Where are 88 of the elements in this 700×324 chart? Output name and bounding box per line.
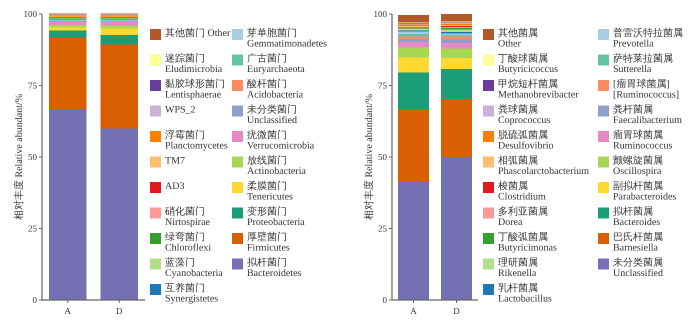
y-tick-label: 25 xyxy=(378,224,388,234)
legend-label: 粪球菌属 Coprococcus xyxy=(498,104,550,126)
legend-label: 未分类菌门 Unclassified xyxy=(247,104,297,126)
bar xyxy=(398,31,429,34)
legend-label: 其他菌门 Other xyxy=(165,27,231,39)
legend-label: 丁酸球菌属 Butyricicoccus xyxy=(498,52,558,75)
bar xyxy=(441,48,472,58)
x-tick-label: D xyxy=(116,306,123,316)
legend-label: 芽单胞菌门 Gemmatimonadetes xyxy=(247,27,328,50)
bar xyxy=(398,182,429,300)
bar xyxy=(441,42,472,48)
legend-label: 普雷沃特拉菌属 Prevotella xyxy=(613,27,683,50)
legend-label: 拟杆菌门 Bacteroidetes xyxy=(247,256,302,279)
bar xyxy=(49,28,86,31)
legend-label: 脱硫弧菌属 Desulfovibrio xyxy=(498,129,554,152)
bar xyxy=(441,36,472,40)
bar xyxy=(398,108,429,182)
legend-label: TM7 xyxy=(165,156,185,166)
legend-label: 其他菌属 Other xyxy=(498,27,538,50)
bar xyxy=(100,22,138,26)
bar xyxy=(398,39,429,42)
x-tick-label: D xyxy=(453,306,460,316)
y-axis-title: 相对丰度 Relative abundant/% xyxy=(13,94,25,220)
y-tick-label: 75 xyxy=(28,80,38,90)
legend-label: 变形菌门 Proteobacteria xyxy=(247,206,306,228)
legend-label: 互养菌门 Synergistetes xyxy=(165,282,218,304)
legend-label: 绿弯菌门 Chloroflexi xyxy=(165,231,212,254)
bar xyxy=(49,30,86,38)
bar xyxy=(49,22,86,25)
bar xyxy=(100,44,138,128)
legend-label: AD3 xyxy=(165,181,184,192)
y-tick-label: 0 xyxy=(382,295,388,305)
legend-label: 萨特莱拉菌属 Sutterella xyxy=(613,52,673,75)
bar xyxy=(49,37,86,109)
legend-label: 黏胶球形菌门 Lentisphaerae xyxy=(165,78,225,100)
legend-label: 酸杆菌门 Acidobacteria xyxy=(247,78,304,100)
y-tick-label: 50 xyxy=(28,152,38,162)
legend-label: 迷踪菌门 Eludimicrobia xyxy=(165,52,223,75)
bar xyxy=(441,98,472,157)
legend-label: 乳杆菌属 Lactobacillus xyxy=(498,282,552,304)
legend-label: 广古菌门 Euryarchaeota xyxy=(247,52,306,75)
legend-label: 蓝藻门 Cyanobacteria xyxy=(165,256,224,279)
y-tick-label: 75 xyxy=(378,80,388,90)
bar xyxy=(100,34,138,44)
bar xyxy=(441,68,472,99)
bar xyxy=(100,128,138,300)
legend-label: 未分类菌属 Unclassified xyxy=(613,256,663,279)
bar xyxy=(441,157,472,300)
bar xyxy=(441,39,472,43)
legend-label: 甲烷短杆菌属 Methanobrevibacter xyxy=(498,78,580,100)
legend-label: 相弧菌属 Phascolarctobacterium xyxy=(498,154,590,177)
legend-label: 瘤胃球菌属 Ruminococcus xyxy=(613,129,673,152)
legend-label: 理研菌属 Rikenella xyxy=(498,256,538,279)
legend-label: 巴氏杆菌属 Barnesiella xyxy=(613,231,663,254)
legend-label: 多利亚菌属 Dorea xyxy=(498,206,548,228)
legend-label: 硝化菌门 Nirtospirae xyxy=(164,206,211,228)
bar xyxy=(441,30,472,32)
y-tick-label: 100 xyxy=(24,9,38,19)
bar xyxy=(49,108,86,300)
legend-label: 厚壁菌门 Firmicutes xyxy=(247,231,290,254)
x-tick-label: A xyxy=(410,306,418,316)
legend-label: 放线菌门 Actinobacteria xyxy=(247,154,306,177)
bar xyxy=(398,42,429,48)
bar xyxy=(398,48,429,58)
bar xyxy=(100,25,138,28)
legend-label: 柔膜菌门 Tenericutes xyxy=(247,180,294,202)
bar xyxy=(441,58,472,69)
legend-label: 副拟杆菌属 Parabacteroides xyxy=(613,180,676,202)
legend-label: 拟杆菌属 Bacteroides xyxy=(613,206,660,228)
bar xyxy=(398,72,429,109)
legend-label: 疣微菌门 Verrucomicrobia xyxy=(247,129,315,152)
bar xyxy=(398,14,429,22)
bar xyxy=(398,57,429,73)
legend-label: 梭菌属 Clostridium xyxy=(498,180,546,202)
y-tick-label: 0 xyxy=(32,295,38,305)
legend-label: 颤螺旋菌属 Oscillospira xyxy=(613,154,663,177)
bar xyxy=(441,14,472,22)
y-tick-label: 25 xyxy=(28,224,38,234)
x-tick-label: A xyxy=(64,306,72,316)
y-tick-label: 100 xyxy=(374,9,388,19)
bar xyxy=(100,28,138,35)
y-axis-title: 相对丰度 Relative abundant/% xyxy=(363,94,375,220)
legend-label: 浮霉菌门 Planctomycetes xyxy=(165,129,228,152)
legend-label: 丁酸弧菌属 Butyricimonas xyxy=(498,231,557,254)
legend-label: WPS_2 xyxy=(165,104,196,116)
legend-label: 粪杆菌属 Faecalibacterium xyxy=(613,104,682,126)
legend-label: [瘤胃球菌属] [Ruminococcus] xyxy=(613,78,680,100)
y-tick-label: 50 xyxy=(378,152,388,162)
